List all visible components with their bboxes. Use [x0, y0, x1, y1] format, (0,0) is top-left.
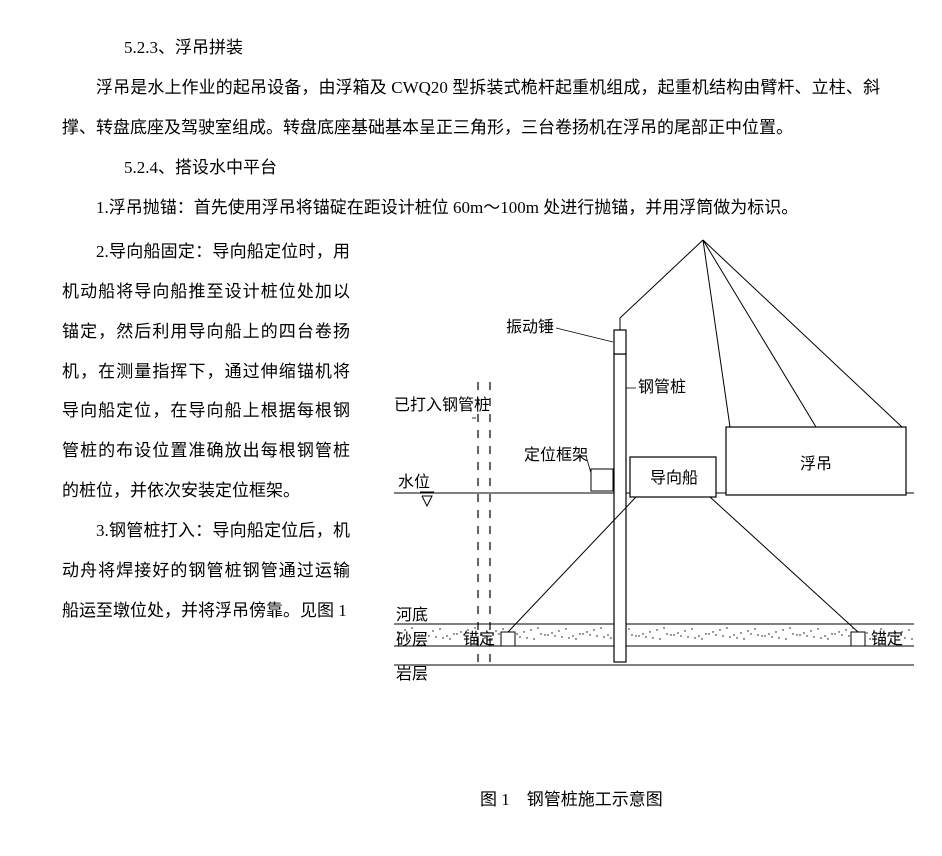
document-page: 5.2.3、浮吊拼装 浮吊是水上作业的起吊设备，由浮箱及 CWQ20 型拆装式桅… [0, 0, 942, 856]
para-fudiao: 浮吊是水上作业的起吊设备，由浮箱及 CWQ20 型拆装式桅杆起重机组成，起重机结… [62, 68, 880, 148]
svg-text:钢管桩: 钢管桩 [638, 378, 686, 396]
svg-text:导向船: 导向船 [650, 469, 698, 487]
svg-text:河底: 河底 [396, 606, 428, 624]
para-guide-boat: 2.导向船固定：导向船定位时，用机动船将导向船推至设计桩位处加以锚定，然后利用导… [62, 232, 350, 512]
para-pile-drive: 3.钢管桩打入：导向船定位后，机动舟将焊接好的钢管桩钢管通过运输船运至墩位处，并… [62, 511, 350, 631]
diagram-svg: 振动锤钢管桩已打入钢管桩定位框架导向船 浮吊水位河底砂层岩层 锚定 锚定 [394, 232, 914, 702]
svg-text:定位框架: 定位框架 [524, 446, 588, 464]
svg-text:砂层: 砂层 [396, 631, 428, 649]
figure-pile-construction: 振动锤钢管桩已打入钢管桩定位框架导向船 浮吊水位河底砂层岩层 锚定 锚定 [394, 232, 914, 752]
svg-text:岩层: 岩层 [396, 665, 428, 683]
left-text-column: 2.导向船固定：导向船定位时，用机动船将导向船推至设计桩位处加以锚定，然后利用导… [62, 232, 350, 631]
svg-text:浮吊: 浮吊 [800, 455, 832, 473]
svg-text:锚定: 锚定 [463, 630, 495, 648]
svg-text:振动锤: 振动锤 [506, 318, 554, 336]
para-anchor: 1.浮吊抛锚：首先使用浮吊将锚碇在距设计桩位 60m～100m 处进行抛锚，并用… [62, 188, 880, 228]
two-column-block: 2.导向船固定：导向船定位时，用机动船将导向船推至设计桩位处加以锚定，然后利用导… [62, 232, 880, 631]
svg-text:已打入钢管桩: 已打入钢管桩 [394, 396, 490, 414]
svg-text:锚定: 锚定 [871, 630, 903, 648]
heading-524: 5.2.4、搭设水中平台 [62, 148, 880, 188]
heading-523: 5.2.3、浮吊拼装 [62, 28, 880, 68]
svg-text:水位: 水位 [398, 473, 430, 491]
figure-caption: 图 1 钢管桩施工示意图 [480, 780, 663, 820]
